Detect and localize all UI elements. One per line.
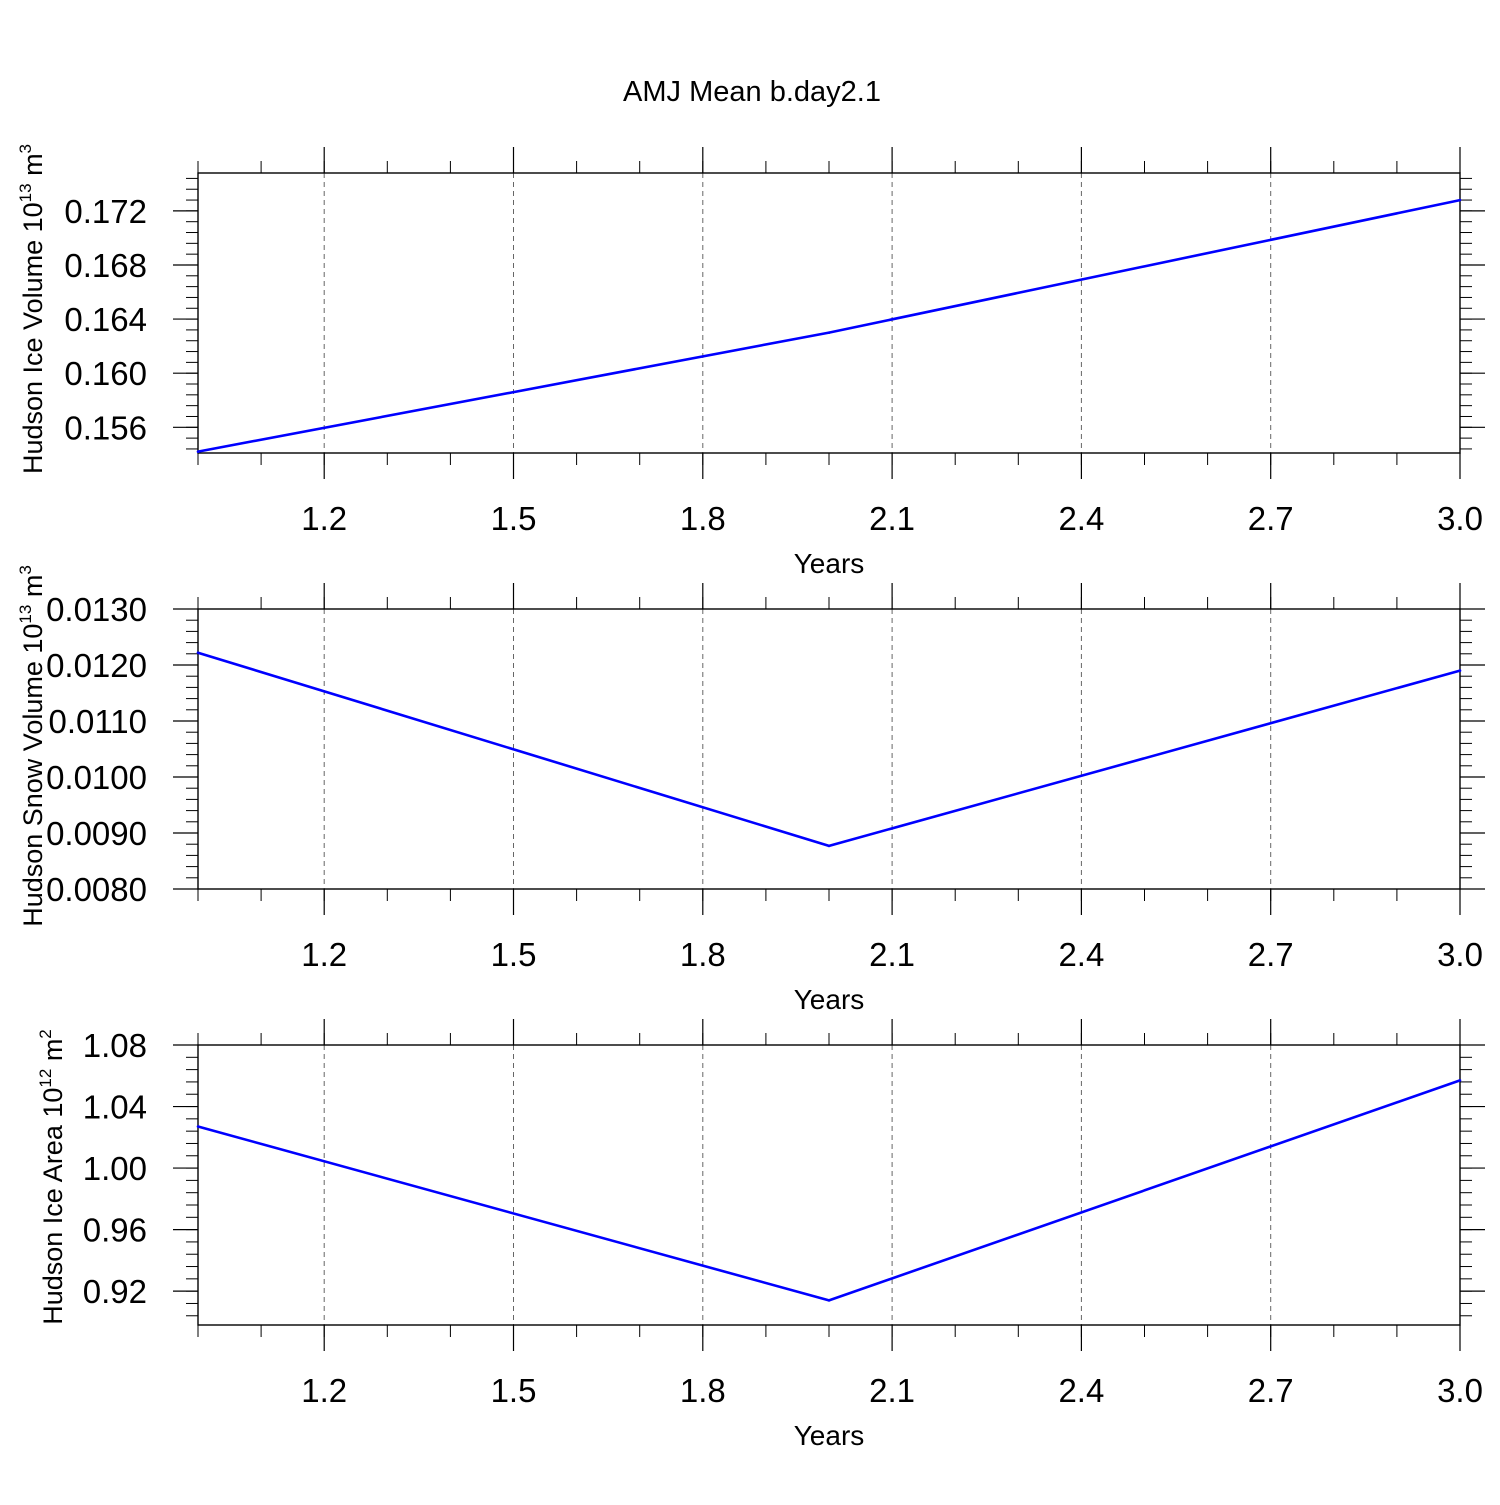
y-axis-label: Hudson Ice Area 1012 m2	[36, 1029, 68, 1325]
y-axis-label: Hudson Ice Volume 1013 m3	[16, 144, 48, 474]
x-tick-label: 3.0	[1437, 500, 1483, 537]
plot-frame	[197, 1044, 1461, 1326]
y-tick-label: 0.0100	[46, 759, 147, 796]
x-tick-label: 2.1	[869, 1372, 915, 1409]
x-axis-label: Years	[794, 984, 865, 1015]
x-tick-label: 2.7	[1248, 1372, 1294, 1409]
x-tick-label: 2.1	[869, 936, 915, 973]
y-tick-label: 0.156	[64, 409, 147, 446]
chart-panel-3: 1.2 1.5 1.8 2.1 2.4 2.7 3.0 0.92 0.96 1.00 1.04 1.0…	[36, 1019, 1485, 1451]
x-tick-label: 3.0	[1437, 1372, 1483, 1409]
x-tick-label: 1.5	[491, 936, 537, 973]
y-tick-label: 0.168	[64, 247, 147, 284]
data-point	[1458, 1079, 1462, 1082]
y-tick-label: 0.96	[83, 1212, 147, 1249]
plot-frame	[197, 608, 1461, 890]
x-tick-label: 2.4	[1058, 500, 1104, 537]
y-tick-label: 0.0120	[46, 647, 147, 684]
x-tick-label: 2.4	[1058, 1372, 1104, 1409]
y-tick-label: 0.0110	[49, 703, 147, 740]
y-axis-label: Hudson Snow Volume 1013 m3	[16, 565, 48, 927]
data-point	[827, 1299, 831, 1302]
y-tick-label: 1.08	[83, 1027, 147, 1064]
x-tick-label: 1.2	[301, 936, 347, 973]
data-point	[827, 844, 831, 848]
chart-panel-2: 1.2 1.5 1.8 2.1 2.4 2.7 3.0 0.0080 0.0090 0.0100 0…	[16, 565, 1485, 1015]
y-tick-label: 0.92	[83, 1273, 147, 1310]
x-tick-label: 1.2	[301, 500, 347, 537]
y-tick-label: 0.172	[64, 193, 147, 230]
x-tick-label: 1.2	[301, 1372, 347, 1409]
data-point	[827, 331, 831, 334]
x-tick-label: 2.1	[869, 500, 915, 537]
y-tick-label: 0.0130	[46, 591, 147, 628]
x-tick-label: 2.7	[1248, 500, 1294, 537]
data-point	[1458, 669, 1462, 672]
data-point	[196, 1125, 200, 1128]
y-tick-label: 0.160	[64, 355, 147, 392]
x-tick-label: 1.5	[491, 500, 537, 537]
x-axis-label: Years	[794, 1420, 865, 1451]
data-point	[196, 651, 200, 654]
data-point	[1458, 198, 1462, 202]
data-point	[196, 450, 200, 453]
y-tick-label: 0.0080	[46, 871, 147, 908]
chart-title: AMJ Mean b.day2.1	[623, 76, 881, 108]
chart-panel-1: 1.2 1.5 1.8 2.1 2.4 2.7 3.0 0.156 0.160 0.164 0.16…	[16, 144, 1485, 579]
x-tick-label: 1.5	[491, 1372, 537, 1409]
y-tick-label: 1.04	[83, 1089, 147, 1126]
x-tick-label: 1.8	[680, 500, 726, 537]
y-tick-label: 0.0090	[46, 815, 147, 852]
x-tick-label: 2.4	[1058, 936, 1104, 973]
x-tick-label: 1.8	[680, 936, 726, 973]
y-tick-label: 1.00	[83, 1150, 147, 1187]
panels: 1.2 1.5 1.8 2.1 2.4 2.7 3.0 0.156 0.160 0.164 0.16…	[16, 144, 1485, 1451]
y-tick-label: 0.164	[64, 301, 147, 338]
x-axis-label: Years	[794, 548, 865, 579]
plot-frame	[197, 172, 1461, 454]
x-tick-label: 2.7	[1248, 936, 1294, 973]
x-tick-label: 3.0	[1437, 936, 1483, 973]
x-tick-label: 1.8	[680, 1372, 726, 1409]
